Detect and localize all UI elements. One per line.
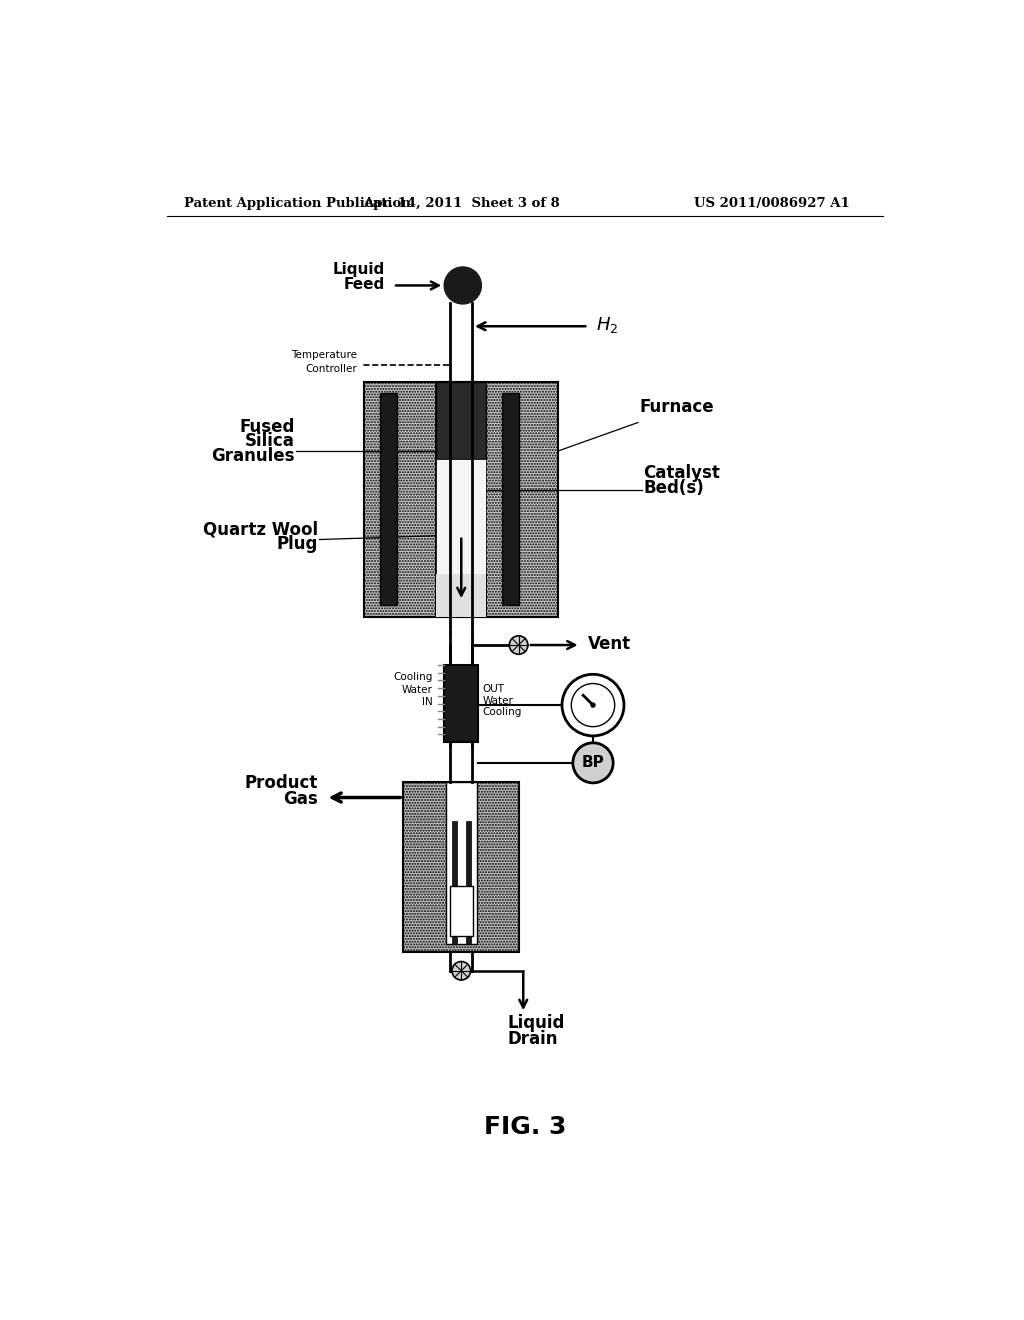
Bar: [503, 393, 519, 605]
Text: Liquid: Liquid: [333, 261, 385, 277]
Text: Liquid: Liquid: [508, 1015, 565, 1032]
Circle shape: [509, 636, 528, 655]
Circle shape: [572, 743, 613, 783]
Text: IN: IN: [422, 697, 432, 708]
Text: Vent: Vent: [589, 635, 632, 653]
Bar: [436, 381, 486, 616]
Text: Controller: Controller: [305, 364, 357, 374]
Text: Water: Water: [482, 696, 513, 706]
Text: Drain: Drain: [508, 1030, 558, 1048]
Text: Cooling: Cooling: [393, 672, 432, 682]
Text: Temperature: Temperature: [292, 350, 357, 360]
Bar: [436, 574, 486, 616]
Text: Quartz Wool: Quartz Wool: [203, 520, 317, 539]
Text: BP: BP: [582, 755, 604, 771]
Text: Plug: Plug: [276, 535, 317, 553]
Bar: [365, 381, 558, 616]
Text: Furnace: Furnace: [640, 399, 714, 417]
Circle shape: [571, 684, 614, 726]
Text: Granules: Granules: [211, 447, 295, 465]
Text: Bed(s): Bed(s): [643, 479, 705, 496]
Text: OUT: OUT: [482, 684, 504, 694]
Circle shape: [590, 702, 596, 708]
Text: Cooling: Cooling: [482, 708, 521, 717]
Bar: [466, 821, 471, 944]
Bar: [444, 665, 478, 742]
Text: Product: Product: [245, 775, 317, 792]
Circle shape: [562, 675, 624, 737]
Bar: [403, 781, 519, 952]
Bar: [445, 781, 477, 944]
Bar: [452, 821, 457, 944]
Bar: [436, 381, 486, 459]
Text: FIG. 3: FIG. 3: [483, 1115, 566, 1139]
Bar: [436, 459, 486, 574]
Text: Apr. 14, 2011  Sheet 3 of 8: Apr. 14, 2011 Sheet 3 of 8: [362, 197, 560, 210]
Text: Silica: Silica: [245, 433, 295, 450]
Text: Fused: Fused: [240, 417, 295, 436]
Circle shape: [444, 267, 481, 304]
Circle shape: [452, 961, 471, 979]
Text: US 2011/0086927 A1: US 2011/0086927 A1: [693, 197, 850, 210]
Text: $H_2$: $H_2$: [596, 315, 618, 335]
Text: Patent Application Publication: Patent Application Publication: [183, 197, 411, 210]
Text: Feed: Feed: [344, 277, 385, 292]
Text: Catalyst: Catalyst: [643, 463, 720, 482]
Bar: [450, 886, 473, 936]
Bar: [380, 393, 397, 605]
Text: Water: Water: [401, 685, 432, 694]
Text: Gas: Gas: [283, 789, 317, 808]
